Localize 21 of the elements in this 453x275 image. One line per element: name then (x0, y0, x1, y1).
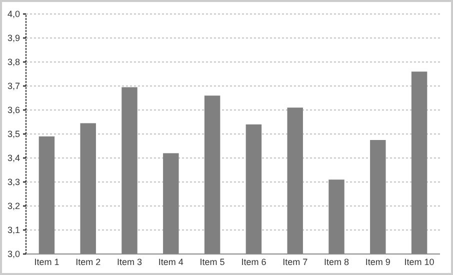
y-tick-label: 3,0 (7, 248, 20, 259)
x-tick-label: Item 2 (76, 257, 101, 268)
y-tick-label: 3,7 (7, 80, 20, 91)
x-tick-label: Item 5 (200, 257, 225, 268)
x-tick-label: Item 8 (324, 257, 350, 268)
y-tick-label: 3,5 (7, 128, 20, 139)
y-tick-label: 3,3 (7, 176, 20, 187)
y-tick-label: 3,4 (7, 152, 20, 163)
x-tick-label: Item 6 (241, 257, 266, 268)
x-tick-label: Item 1 (34, 257, 60, 268)
y-tick-label: 3,9 (7, 32, 20, 43)
x-tick-label: Item 4 (158, 257, 184, 268)
y-tick-label: 4,0 (7, 8, 20, 19)
x-tick-label: Item 10 (404, 257, 434, 268)
x-tick-label: Item 3 (116, 257, 142, 268)
y-tick-label: 3,6 (7, 104, 20, 115)
x-tick-label: Item 7 (282, 257, 308, 268)
x-tick-label: Item 9 (365, 257, 390, 268)
y-tick-label: 3,2 (7, 200, 20, 211)
y-tick-label: 3,8 (7, 56, 20, 67)
y-tick-label: 3,1 (7, 224, 20, 235)
